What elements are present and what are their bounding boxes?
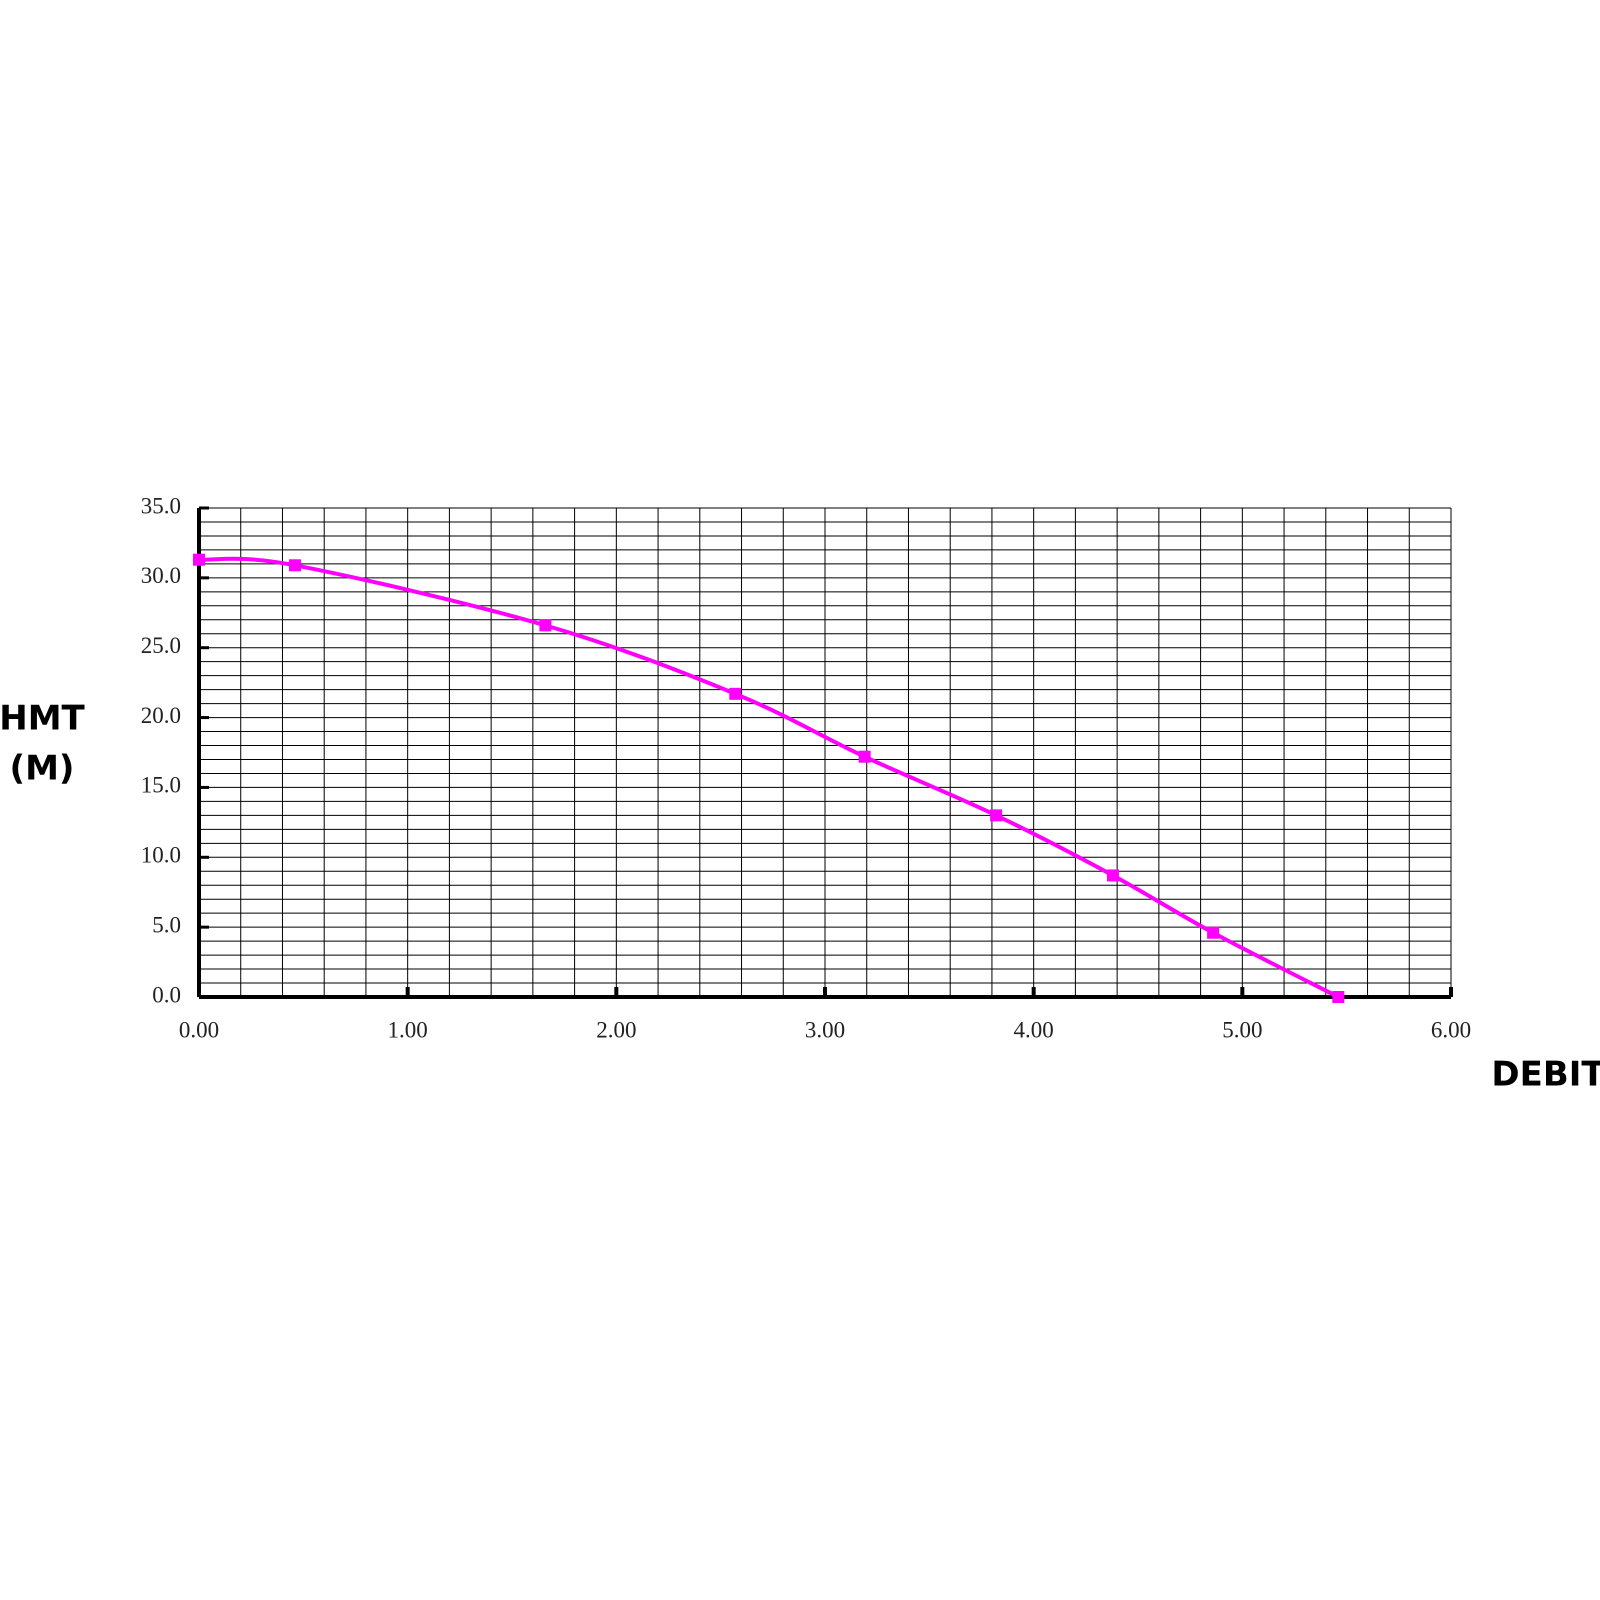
y-axis-label: HMT bbox=[0, 699, 86, 739]
marker bbox=[539, 619, 552, 632]
y-axis-label: (M) bbox=[10, 749, 75, 789]
x-tick-label: 3.00 bbox=[805, 1017, 845, 1042]
marker bbox=[1207, 926, 1220, 939]
x-tick-label: 0.00 bbox=[179, 1017, 219, 1042]
x-tick-label: 5.00 bbox=[1222, 1017, 1262, 1042]
x-tick-label: 4.00 bbox=[1014, 1017, 1054, 1042]
curve bbox=[198, 556, 1340, 999]
marker bbox=[990, 809, 1003, 822]
y-tick-label: 30.0 bbox=[141, 563, 181, 588]
y-tick-label: 15.0 bbox=[141, 773, 181, 798]
x-tick-label: 1.00 bbox=[388, 1017, 428, 1042]
marker bbox=[193, 553, 205, 566]
marker bbox=[858, 750, 871, 763]
y-tick-label: 20.0 bbox=[141, 703, 181, 728]
x-tick-label: 2.00 bbox=[596, 1017, 636, 1042]
x-axis-label: DEBIT bbox=[1491, 1055, 1600, 1095]
y-tick-label: 5.0 bbox=[152, 912, 181, 937]
marker bbox=[288, 559, 301, 572]
marker bbox=[729, 687, 742, 700]
y-tick-label: 0.0 bbox=[152, 982, 181, 1007]
y-tick-label: 35.0 bbox=[141, 493, 181, 518]
marker bbox=[1332, 991, 1345, 1003]
y-tick-label: 25.0 bbox=[141, 633, 181, 658]
x-tick-label: 6.00 bbox=[1431, 1017, 1471, 1042]
y-tick-label: 10.0 bbox=[141, 843, 181, 868]
marker bbox=[1106, 869, 1119, 882]
